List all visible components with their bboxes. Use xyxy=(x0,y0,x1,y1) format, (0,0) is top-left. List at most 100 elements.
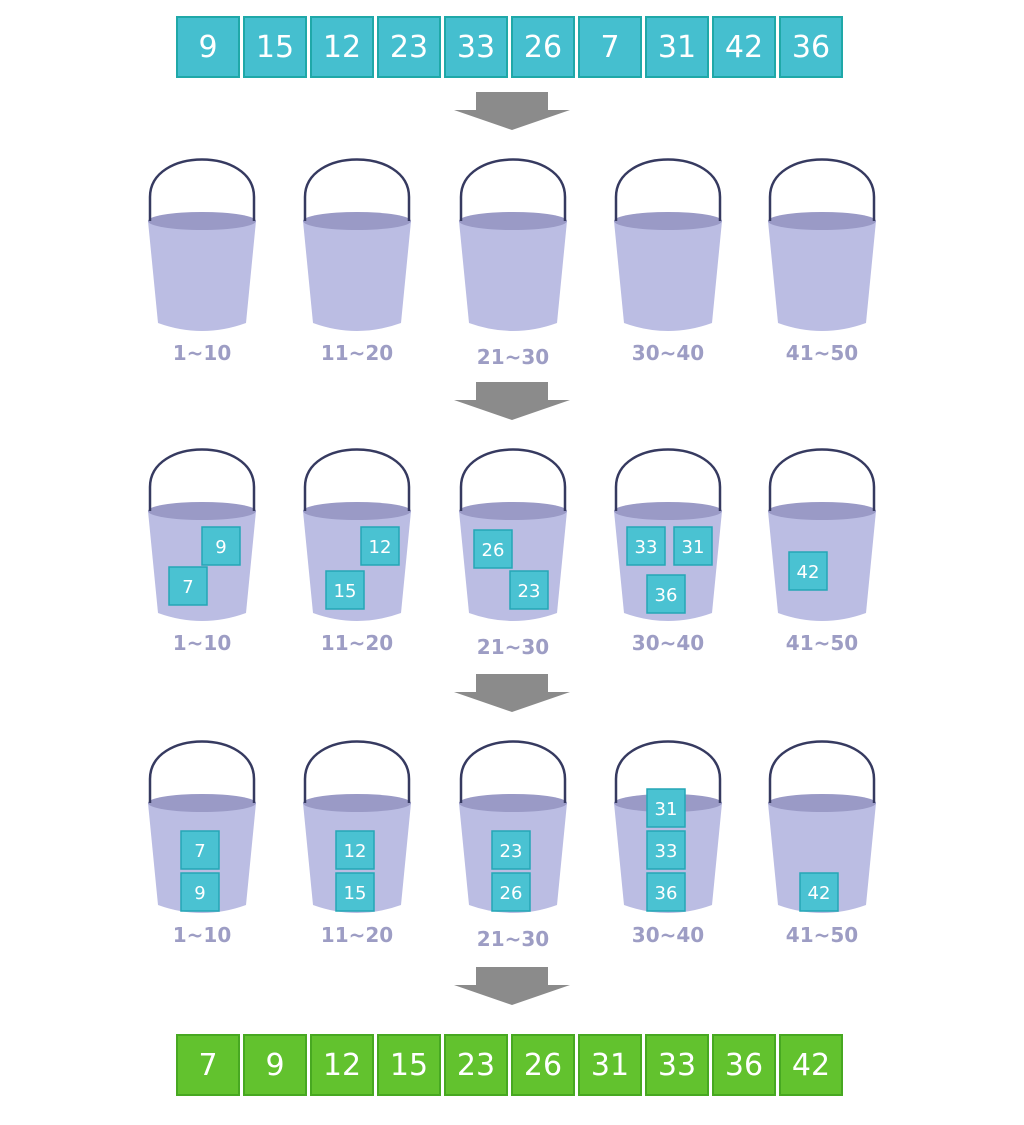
output-array: 7 9 12 15 23 26 31 33 36 42 xyxy=(176,1034,846,1096)
bucket-range-label: 1~10 xyxy=(173,923,232,947)
bucket-item: 7 xyxy=(180,830,220,870)
bucket-rim xyxy=(459,212,567,230)
input-cell: 23 xyxy=(377,16,441,78)
output-cell: 12 xyxy=(310,1034,374,1096)
bucket-item-value: 31 xyxy=(655,799,678,820)
bucket-item-value: 26 xyxy=(482,540,505,561)
input-cell: 42 xyxy=(712,16,776,78)
bucket-range-label: 11~20 xyxy=(321,341,393,365)
bucket-item-value: 42 xyxy=(808,883,831,904)
bucket-item-value: 15 xyxy=(334,581,357,602)
bucket-body xyxy=(303,221,411,331)
bucket-handle xyxy=(459,448,567,511)
bucket-handle xyxy=(148,158,256,221)
bucket-rim xyxy=(768,502,876,520)
bucket-item: 33 xyxy=(626,526,666,566)
bucket-rim xyxy=(614,502,722,520)
bucket-body xyxy=(768,803,876,913)
bucket-handle xyxy=(459,740,567,803)
bucket-item-value: 7 xyxy=(182,577,193,598)
input-array: 9 15 12 23 33 26 7 31 42 36 xyxy=(176,16,846,78)
bucket-range-label: 11~20 xyxy=(321,923,393,947)
input-cell: 15 xyxy=(243,16,307,78)
bucket-rim xyxy=(459,502,567,520)
input-cell: 31 xyxy=(645,16,709,78)
bucket-range-label: 21~30 xyxy=(477,927,549,951)
input-cell: 7 xyxy=(578,16,642,78)
input-cell: 33 xyxy=(444,16,508,78)
output-cell: 9 xyxy=(243,1034,307,1096)
bucket-range-label: 30~40 xyxy=(632,341,704,365)
bucket-range-label: 21~30 xyxy=(477,635,549,659)
bucket-rim xyxy=(459,794,567,812)
bucket-item: 23 xyxy=(509,570,549,610)
bucket-item: 9 xyxy=(201,526,241,566)
output-cell: 42 xyxy=(779,1034,843,1096)
bucket-rim xyxy=(768,212,876,230)
bucket-range-label: 30~40 xyxy=(632,631,704,655)
input-cell: 12 xyxy=(310,16,374,78)
bucket-rim xyxy=(303,502,411,520)
bucket-item: 15 xyxy=(335,872,375,912)
input-cell: 9 xyxy=(176,16,240,78)
bucket-rim xyxy=(148,212,256,230)
bucket-handle xyxy=(303,740,411,803)
bucket-body xyxy=(459,221,567,331)
bucket-rim xyxy=(303,794,411,812)
bucket-item-value: 33 xyxy=(635,537,658,558)
bucket-item-value: 9 xyxy=(194,883,205,904)
bucket-range-label: 21~30 xyxy=(477,345,549,369)
bucket-item: 42 xyxy=(799,872,839,912)
output-cell: 31 xyxy=(578,1034,642,1096)
bucket-handle xyxy=(148,448,256,511)
bucket-handle xyxy=(768,158,876,221)
bucket-range-label: 1~10 xyxy=(173,341,232,365)
bucket-range-label: 30~40 xyxy=(632,923,704,947)
bucket-range-label: 41~50 xyxy=(786,341,858,365)
bucket-body xyxy=(614,221,722,331)
bucket-range-label: 11~20 xyxy=(321,631,393,655)
bucket-handle xyxy=(768,740,876,803)
bucket-item: 31 xyxy=(673,526,713,566)
down-arrow-icon xyxy=(454,382,570,420)
bucket-item-value: 12 xyxy=(369,537,392,558)
bucket-rim xyxy=(768,794,876,812)
bucket-item-value: 26 xyxy=(500,883,523,904)
bucket: 30~40 xyxy=(614,158,722,365)
bucket: 21~30 xyxy=(459,158,567,369)
bucket-item-value: 36 xyxy=(655,883,678,904)
bucket: 11~20 xyxy=(303,158,411,365)
output-cell: 15 xyxy=(377,1034,441,1096)
bucket-item: 42 xyxy=(788,551,828,591)
bucket-handle xyxy=(614,740,722,803)
bucket: 1~10 xyxy=(148,158,256,365)
bucket-item: 33 xyxy=(646,830,686,870)
bucket-handle xyxy=(768,448,876,511)
bucket-body xyxy=(148,221,256,331)
bucket-item: 9 xyxy=(180,872,220,912)
bucket-item: 26 xyxy=(473,529,513,569)
output-cell: 26 xyxy=(511,1034,575,1096)
output-cell: 7 xyxy=(176,1034,240,1096)
bucket-body xyxy=(768,221,876,331)
bucket-range-label: 41~50 xyxy=(786,631,858,655)
bucket: 41~50 xyxy=(768,158,876,365)
bucket-item-value: 36 xyxy=(655,585,678,606)
bucket-item: 36 xyxy=(646,872,686,912)
bucket-rim xyxy=(148,794,256,812)
bucket: 41~50 xyxy=(768,740,876,947)
bucket-item-value: 31 xyxy=(682,537,705,558)
bucket-item-value: 23 xyxy=(518,581,541,602)
down-arrow-icon xyxy=(454,92,570,130)
bucket-handle xyxy=(303,158,411,221)
bucket-item: 12 xyxy=(360,526,400,566)
bucket-handle xyxy=(303,448,411,511)
bucket-item-value: 23 xyxy=(500,841,523,862)
bucket-item-value: 12 xyxy=(344,841,367,862)
input-cell: 26 xyxy=(511,16,575,78)
output-cell: 23 xyxy=(444,1034,508,1096)
bucket-rim xyxy=(614,212,722,230)
bucket-item: 31 xyxy=(646,788,686,828)
bucket-item: 36 xyxy=(646,574,686,614)
